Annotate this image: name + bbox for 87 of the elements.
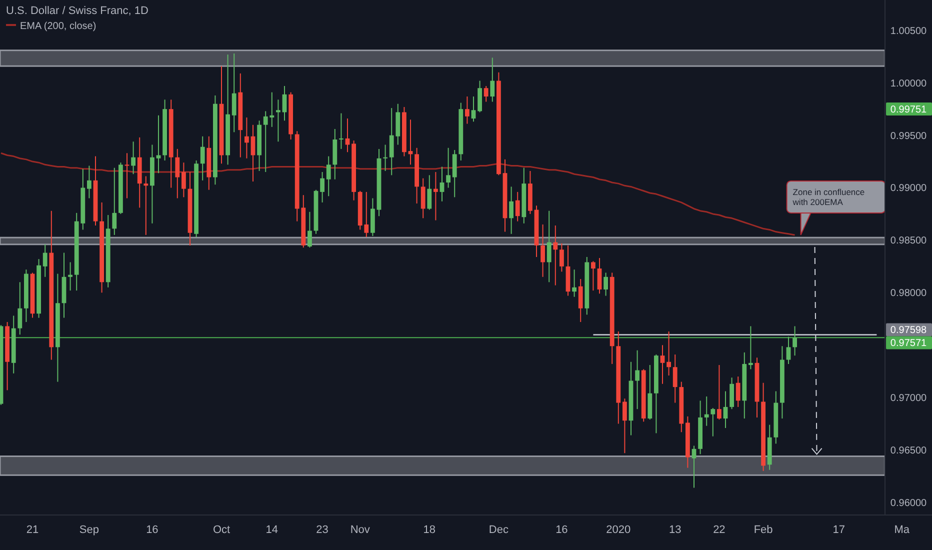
- candlestick: [131, 141, 136, 175]
- candlestick: [553, 225, 558, 286]
- candlestick: [604, 272, 608, 296]
- candlestick: [452, 149, 457, 198]
- candlestick: [736, 376, 740, 408]
- candlestick: [478, 80, 482, 113]
- candlestick: [792, 326, 798, 356]
- x-tick-label: Oct: [212, 524, 230, 536]
- candlestick: [446, 147, 451, 188]
- candlestick: [42, 244, 48, 278]
- candlestick: [200, 136, 205, 181]
- x-tick-label: Sep: [79, 524, 99, 536]
- candlestick: [597, 258, 602, 294]
- chart-title: U.S. Dollar / Swiss Franc, 1D: [6, 5, 148, 17]
- annotation: 0.99751: [890, 104, 928, 116]
- candlestick: [471, 96, 476, 122]
- candlestick: [572, 269, 577, 298]
- candlestick: [326, 156, 331, 197]
- x-tick-label: 21: [26, 524, 39, 536]
- x-tick-label: 23: [316, 524, 328, 536]
- candlestick: [730, 377, 734, 410]
- candlestick: [509, 186, 514, 234]
- x-tick-label: 18: [423, 524, 436, 536]
- candlestick: [704, 396, 709, 426]
- y-tick-label: 1.00500: [890, 26, 928, 37]
- candlestick: [546, 210, 552, 283]
- candlestick: [320, 172, 325, 203]
- y-tick-label: 0.96500: [890, 445, 928, 456]
- candlestick: [635, 350, 640, 410]
- candlestick: [175, 148, 180, 199]
- candlestick: [578, 278, 583, 323]
- candlestick: [672, 354, 678, 404]
- x-tick-label: Dec: [488, 524, 509, 536]
- y-tick-label: 0.97000: [890, 393, 928, 404]
- candlestick: [490, 57, 495, 102]
- candlestick: [144, 176, 148, 236]
- candlestick: [307, 211, 312, 248]
- x-tick-label: 22: [713, 524, 726, 536]
- candlestick: [666, 330, 672, 376]
- ref-line-label: 0.97571: [890, 338, 928, 350]
- candlestick: [276, 99, 280, 142]
- candlestick: [723, 390, 728, 428]
- candlestick: [710, 408, 716, 437]
- candlestick: [433, 172, 438, 221]
- candlestick: [244, 116, 249, 159]
- candlestick: [18, 282, 22, 336]
- y-tick-label: 0.96000: [890, 498, 928, 509]
- candlestick: [540, 224, 546, 278]
- x-tick-label: Feb: [754, 524, 773, 536]
- x-tick-label: 2020: [606, 524, 631, 536]
- y-tick-label: 0.99500: [890, 130, 928, 142]
- candlestick: [748, 326, 753, 370]
- candlestick: [590, 260, 596, 292]
- candlestick: [440, 166, 444, 202]
- y-tick-label: 1.00000: [890, 78, 928, 90]
- candlestick: [420, 178, 426, 219]
- candlestick: [68, 262, 73, 292]
- candlestick: [338, 112, 344, 150]
- candlestick: [786, 336, 791, 364]
- legend-label: EMA (200, close): [20, 21, 96, 32]
- x-tick-label: Ma: [894, 524, 910, 536]
- candlestick: [716, 364, 722, 420]
- y-tick-label: 0.99000: [890, 183, 928, 194]
- candlestick: [622, 398, 627, 454]
- x-tick-label: 17: [832, 524, 846, 536]
- annotation: 0.97598: [890, 325, 928, 336]
- candlestick: [181, 162, 186, 198]
- x-tick-label: 16: [556, 524, 568, 536]
- x-tick-label: Nov: [350, 524, 370, 536]
- candlestick: [112, 167, 117, 236]
- candlestick: [484, 86, 488, 102]
- candlestick: [692, 445, 696, 488]
- x-tick-label: 13: [668, 524, 682, 536]
- candlestick: [86, 165, 92, 199]
- candlestick: [232, 52, 236, 133]
- candlestick: [515, 191, 520, 222]
- candlestick: [383, 144, 388, 172]
- x-tick-label: 14: [266, 524, 278, 536]
- y-tick-label: 0.98500: [890, 236, 928, 247]
- candlestick: [156, 114, 161, 174]
- y-tick-label: 0.98000: [890, 288, 928, 300]
- candlestick: [427, 174, 432, 210]
- candlestick: [464, 96, 470, 124]
- candlestick: [559, 242, 564, 272]
- annotation: Zone in confluence with 200EMA: [792, 186, 865, 207]
- candlestick: [660, 344, 665, 384]
- x-tick-label: 16: [146, 524, 158, 536]
